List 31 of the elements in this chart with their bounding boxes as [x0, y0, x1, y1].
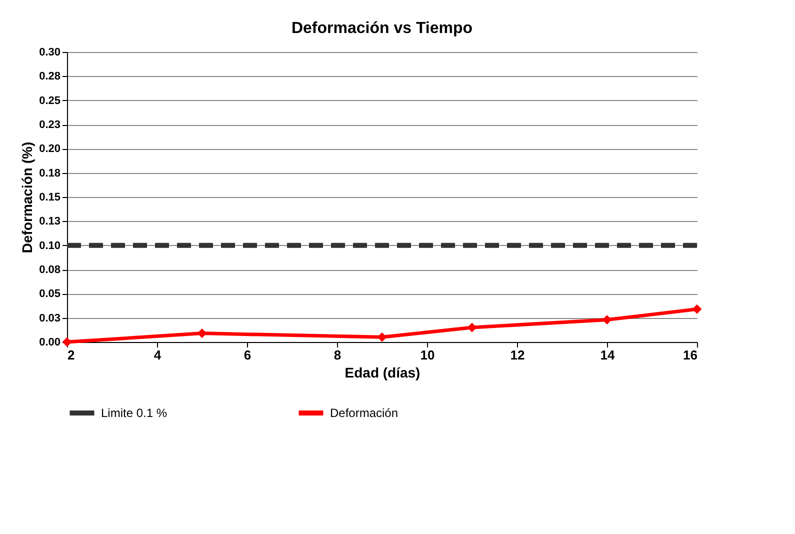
- x-tick-label: 2: [68, 348, 75, 362]
- y-tick-label: 0.18: [39, 167, 60, 180]
- y-tick-label: 0.28: [39, 70, 60, 83]
- chart-title: Deformación vs Tiempo: [291, 20, 473, 37]
- y-tick-label: 0.13: [39, 216, 60, 228]
- y-tick-label: 0.25: [39, 94, 60, 107]
- y-tick-label: 0.10: [39, 240, 60, 252]
- x-tick-label: 16: [683, 348, 698, 362]
- x-tick-label: 14: [600, 348, 616, 362]
- point: [197, 328, 207, 338]
- x-tick-label: 6: [244, 348, 252, 362]
- point: [377, 332, 387, 342]
- x-tick-label: 4: [154, 348, 162, 362]
- x-tick-label: 10: [420, 348, 435, 362]
- y-tick-label: 0.03: [39, 312, 60, 324]
- x-tick-label: 8: [334, 348, 342, 362]
- point: [692, 304, 702, 314]
- y-tick-label: 0.05: [39, 288, 60, 300]
- y-tick-label: 0.00: [39, 336, 60, 348]
- y-tick-label: 0.23: [39, 119, 60, 131]
- x-tick-label: 12: [510, 348, 525, 362]
- legend-label: Limite 0.1 %: [101, 406, 168, 420]
- point: [467, 322, 477, 332]
- y-tick-label: 0.30: [39, 46, 60, 58]
- point: [602, 315, 612, 325]
- y-tick-label: 0.08: [39, 264, 60, 276]
- y-tick-label: 0.15: [39, 192, 60, 204]
- x-axis-title: Edad (días): [344, 364, 420, 380]
- y-axis-title: Deformación (%): [19, 142, 36, 254]
- y-tick-label: 0.20: [39, 143, 60, 156]
- legend-label: Deformación: [330, 406, 398, 420]
